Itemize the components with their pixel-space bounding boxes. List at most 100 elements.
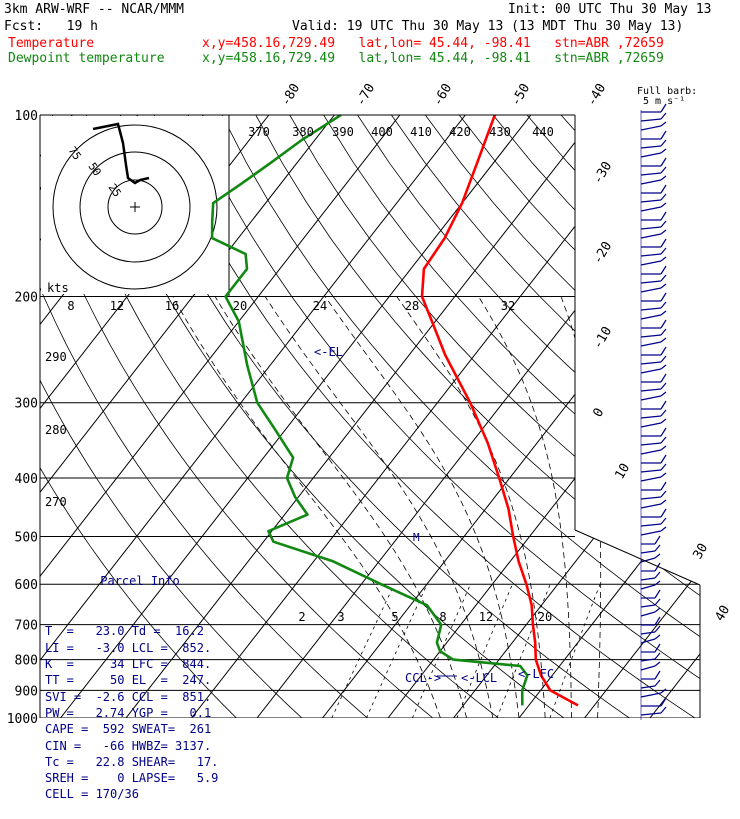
mixing-ratio-line [457, 584, 513, 718]
moist-adiabat-line [479, 297, 572, 719]
parcel-info-row: Tc = 22.8 SHEAR= 17. [45, 754, 235, 770]
wind-barb-flag [661, 221, 666, 227]
wind-barb [641, 207, 661, 211]
wind-barb-flag [661, 194, 666, 200]
wind-barb-flag [655, 590, 660, 598]
parcel-info-row: K = 34 LFC = 844. [45, 656, 235, 672]
wind-barb [641, 396, 661, 400]
isotherm-label: -40 [584, 81, 609, 109]
wind-barb [641, 443, 661, 445]
parcel-info-row: SREH = 0 LAPSE= 5.9 [45, 770, 235, 786]
mixing-ratio-line [550, 584, 600, 718]
ccl-annotation: CCL-> [405, 671, 441, 685]
wind-barb [641, 315, 661, 319]
parcel-info-row: CAPE = 592 SWEAT= 261 [45, 721, 235, 737]
moist-adiabat-scale-label: 12 [110, 299, 124, 313]
parcel-info-row: LI = -3.0 LCL = 852. [45, 640, 235, 656]
wind-barb-flag [661, 158, 666, 166]
moist-adiabat-line [325, 297, 519, 719]
pressure-label: 900 [15, 684, 38, 699]
pressure-label: 500 [15, 530, 38, 545]
theta-label: 410 [410, 125, 432, 139]
moist-adiabat-scale-label: 28 [405, 299, 419, 313]
wind-barb-flag [661, 230, 666, 234]
wind-barb-flag [661, 113, 666, 119]
pressure-label: 700 [15, 619, 38, 634]
theta-label: 400 [371, 125, 393, 139]
wind-barb [641, 146, 661, 148]
mixing-ratio-line [367, 584, 428, 718]
barb-legend-value: 5 m s⁻¹ [643, 96, 685, 107]
wind-barb-flag [661, 275, 666, 281]
pressure-label: 1000 [7, 712, 38, 727]
wind-barb-flag [661, 482, 666, 490]
wind-barb-flag [661, 500, 666, 504]
wind-barb-flag [661, 491, 666, 497]
mixing-ratio-label: 12 [479, 610, 493, 624]
wind-barb [641, 281, 661, 283]
isotherm-label: -30 [590, 159, 615, 187]
moist-adiabat-line [561, 297, 601, 719]
wind-barb [641, 362, 661, 364]
dry-adiabat-line [256, 115, 740, 718]
wind-barb-flag [661, 167, 666, 173]
wind-barb-flag [661, 185, 666, 193]
wind-barb [641, 585, 655, 589]
wind-barb-flag [661, 293, 666, 301]
isotherm-label: -10 [590, 324, 615, 352]
wind-barb-flag [655, 554, 660, 558]
theta-left-label: 280 [45, 423, 67, 437]
wind-barb-flag [661, 212, 666, 220]
mixing-ratio-label: 2 [298, 610, 305, 624]
wind-barb-flag [661, 455, 666, 463]
wind-barb-flag [661, 131, 666, 139]
wind-barb [641, 605, 655, 607]
wind-barb [641, 119, 661, 121]
wind-barb-flag [661, 347, 666, 355]
pressure-label: 300 [15, 397, 38, 412]
dry-adiabat-line [527, 115, 740, 718]
wind-barb [641, 504, 661, 508]
wind-barb [641, 335, 661, 337]
moist-adiabat-scale-label: 24 [313, 299, 327, 313]
isotherm-label: -20 [590, 239, 615, 267]
wind-barb [641, 288, 661, 292]
moist-adiabat-scale-label: 20 [233, 299, 247, 313]
mixing-ratio-label: 20 [538, 610, 552, 624]
wind-barb-flag [655, 536, 660, 544]
lfc-annotation: <-LFC [518, 667, 554, 681]
wind-barb-flag [661, 266, 666, 274]
isotherm-line [716, 115, 740, 718]
theta-label: 430 [489, 125, 511, 139]
wind-barb-flag [661, 311, 666, 315]
wind-barb-flag [655, 671, 660, 679]
wind-barb [641, 389, 661, 391]
theta-label: 380 [292, 125, 314, 139]
wind-barb-flag [655, 608, 660, 612]
dry-adiabat-line [391, 115, 740, 718]
wind-barb-flag [661, 356, 666, 362]
wind-barb [641, 200, 661, 202]
wind-barb-flag [655, 662, 660, 666]
wind-barb-flag [661, 203, 666, 207]
dry-adiabat-line [425, 115, 740, 718]
wind-barb [641, 126, 661, 130]
isotherm-label: -60 [430, 81, 455, 109]
theta-label: 440 [532, 125, 554, 139]
mixing-ratio-label: 8 [439, 610, 446, 624]
wind-barb [641, 551, 655, 553]
isotherm-line [519, 115, 740, 718]
dry-adiabat-line [154, 115, 695, 718]
pressure-label: 100 [15, 109, 38, 124]
isotherm-label: -50 [508, 81, 533, 109]
parcel-info-row: CELL = 170/36 [45, 786, 235, 802]
pressure-label: 800 [15, 654, 38, 669]
dry-adiabat-line [324, 115, 740, 718]
wind-barb [641, 227, 661, 229]
theta-label: 370 [248, 125, 270, 139]
wind-barb-flag [661, 365, 666, 369]
wind-barb [641, 153, 661, 157]
wind-barb-flag [661, 122, 666, 126]
wind-barb-flag [661, 302, 666, 308]
